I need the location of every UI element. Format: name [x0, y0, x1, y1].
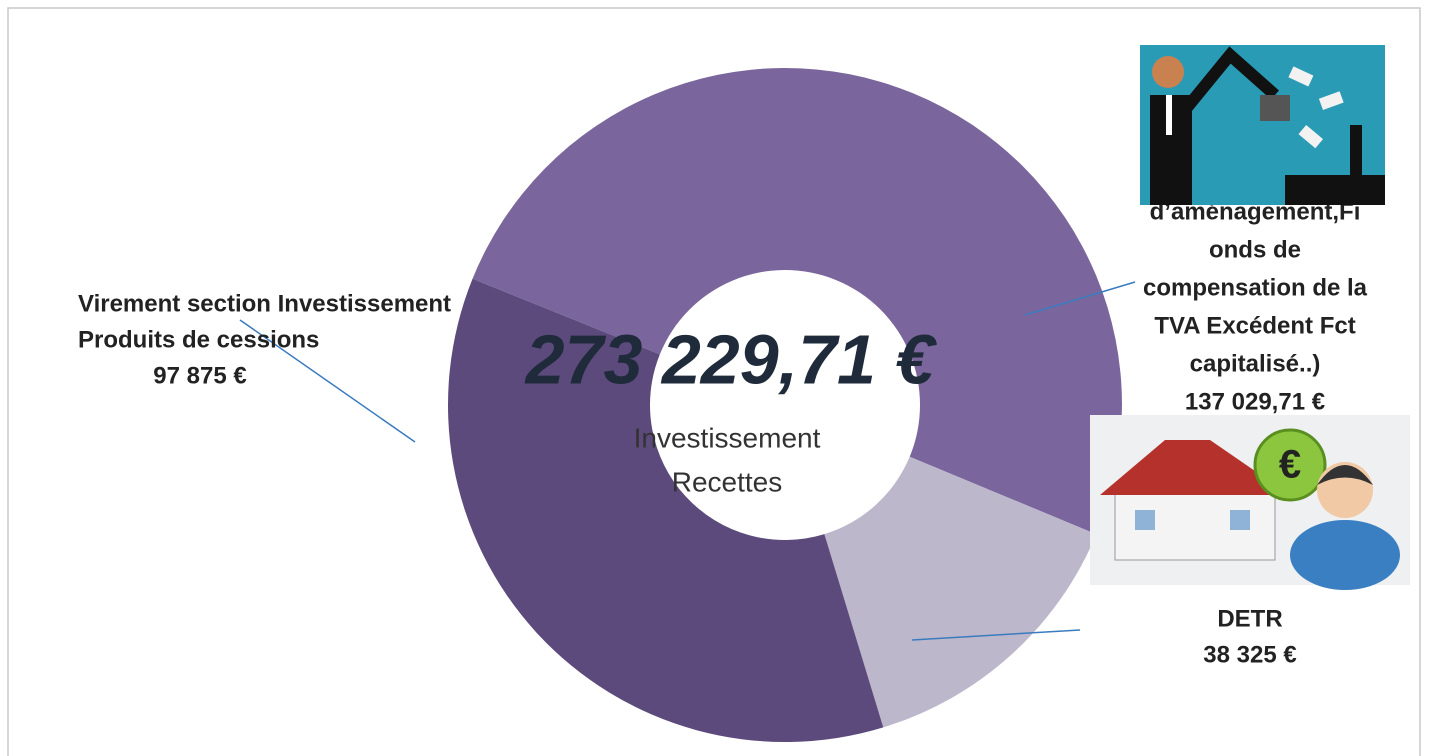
category-label: Virement section Investissement [78, 290, 451, 317]
value-label: 38 325 € [1203, 641, 1296, 668]
window [1230, 510, 1250, 530]
watering-can [1260, 95, 1290, 121]
category-label: TVA Excédent Fct [1154, 312, 1355, 339]
figure-small [1350, 125, 1362, 175]
figure-head [1152, 56, 1184, 88]
center-total: 273 229,71 € [524, 320, 938, 398]
category-label: compensation de la [1143, 274, 1368, 301]
category-label: Produits de cessions [78, 326, 319, 353]
illustration-finance [1140, 45, 1385, 205]
town [1285, 175, 1385, 205]
donut [448, 68, 1122, 742]
window [1135, 510, 1155, 530]
shirt [1166, 95, 1172, 135]
illustration-house: € [1090, 415, 1410, 590]
coin-symbol: € [1279, 443, 1301, 487]
value-label: 97 875 € [153, 362, 246, 389]
category-label: onds de [1209, 236, 1301, 263]
category-label: capitalisé..) [1190, 350, 1321, 377]
chart: 273 229,71 €InvestissementRecettes d’amé… [0, 0, 1429, 756]
value-label: 137 029,71 € [1185, 388, 1325, 415]
center-subtitle: Investissement [634, 422, 821, 453]
center-subtitle: Recettes [672, 466, 783, 497]
person [1290, 520, 1400, 590]
category-label: DETR [1217, 605, 1282, 632]
